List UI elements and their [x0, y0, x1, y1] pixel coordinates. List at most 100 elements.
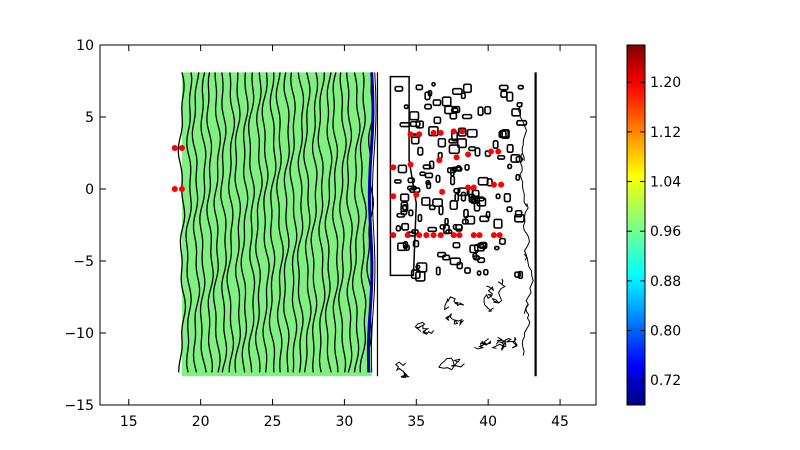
building — [409, 111, 420, 121]
terrain-contour — [517, 102, 528, 161]
gauge-point — [171, 186, 178, 192]
building — [435, 174, 441, 183]
building — [451, 87, 463, 95]
building — [449, 200, 458, 211]
contour-lines — [177, 72, 377, 373]
gauge-point — [490, 181, 497, 188]
gauge-point — [178, 186, 185, 192]
contour-line — [332, 72, 339, 373]
building — [395, 225, 402, 232]
gauge-point — [413, 191, 420, 198]
colorbar — [626, 44, 646, 406]
building — [448, 144, 460, 155]
terrain-contour — [444, 296, 465, 311]
building — [493, 218, 503, 229]
building — [515, 155, 523, 163]
gauge-point — [465, 184, 472, 191]
wave-front-edge — [370, 72, 377, 373]
building — [452, 241, 461, 249]
contour-line — [351, 72, 361, 373]
town-outline — [389, 75, 418, 277]
y-tick-label: 0 — [85, 182, 94, 198]
building — [507, 163, 513, 170]
gauge-point — [476, 232, 483, 239]
building — [493, 245, 500, 251]
colorbar-tick-label: 1.12 — [650, 125, 681, 141]
contour-line — [177, 72, 187, 373]
terrain-contour — [495, 337, 518, 349]
wave-front — [366, 72, 375, 373]
gauge-points — [171, 128, 505, 239]
building — [476, 270, 482, 276]
gauge-point — [470, 184, 477, 191]
building — [452, 223, 463, 231]
y-tick-label: 10 — [76, 38, 94, 54]
gauge-point — [453, 154, 460, 161]
colorbar-tick-label: 1.20 — [650, 75, 681, 91]
terrain-contour — [438, 357, 465, 371]
gauge-point — [459, 128, 466, 135]
building — [427, 226, 438, 233]
building — [415, 120, 425, 129]
contour-line — [206, 72, 214, 373]
contour-line — [359, 72, 367, 373]
building — [415, 264, 421, 270]
building — [435, 266, 441, 276]
contour-line — [234, 72, 241, 373]
building — [474, 147, 481, 157]
building — [450, 107, 459, 113]
colorbar-ticks: 0.72 0.80 0.88 0.96 1.04 1.12 1.20 — [627, 75, 681, 389]
contour-line — [303, 72, 312, 373]
gauge-point — [416, 131, 423, 138]
building — [408, 209, 414, 217]
colorbar-tick-label: 0.88 — [650, 274, 681, 290]
building — [506, 206, 513, 213]
building — [514, 214, 525, 223]
building — [417, 213, 423, 223]
gauge-point — [430, 232, 437, 239]
building — [498, 84, 509, 91]
building — [425, 179, 431, 186]
building — [444, 105, 454, 115]
x-tick-label: 45 — [551, 414, 569, 430]
building — [399, 193, 410, 202]
building — [464, 215, 476, 225]
building — [421, 196, 431, 206]
building — [399, 122, 411, 128]
building — [503, 192, 511, 203]
terrain-contour — [394, 361, 410, 378]
building — [495, 193, 501, 200]
gauge-point — [456, 232, 463, 239]
building — [422, 164, 432, 170]
building — [464, 267, 471, 274]
building — [514, 209, 523, 218]
building — [492, 139, 499, 149]
gauge-point — [439, 188, 446, 195]
y-tick-label: −5 — [73, 254, 94, 270]
building — [515, 173, 521, 181]
building — [426, 181, 432, 190]
contour-line — [226, 72, 236, 373]
x-axis-ticks: 15 20 25 30 35 40 45 — [120, 45, 569, 430]
building — [393, 179, 402, 184]
gauge-point — [390, 232, 397, 239]
building — [473, 243, 485, 252]
plot-frame — [99, 44, 597, 406]
gauge-point — [450, 128, 457, 135]
wave-field — [181, 72, 372, 377]
building — [511, 108, 522, 117]
gauge-point — [423, 232, 430, 239]
x-tick-label: 30 — [335, 414, 353, 430]
building — [436, 251, 447, 258]
contour-line — [240, 72, 249, 373]
terrain-contour — [474, 338, 492, 350]
gauge-point — [390, 193, 397, 200]
gauge-point — [437, 232, 444, 239]
building — [449, 257, 462, 266]
x-tick-label: 15 — [120, 414, 138, 430]
building — [432, 198, 444, 208]
building — [410, 269, 421, 280]
building — [424, 103, 433, 110]
building — [517, 270, 524, 280]
terrain-contour — [414, 321, 435, 335]
